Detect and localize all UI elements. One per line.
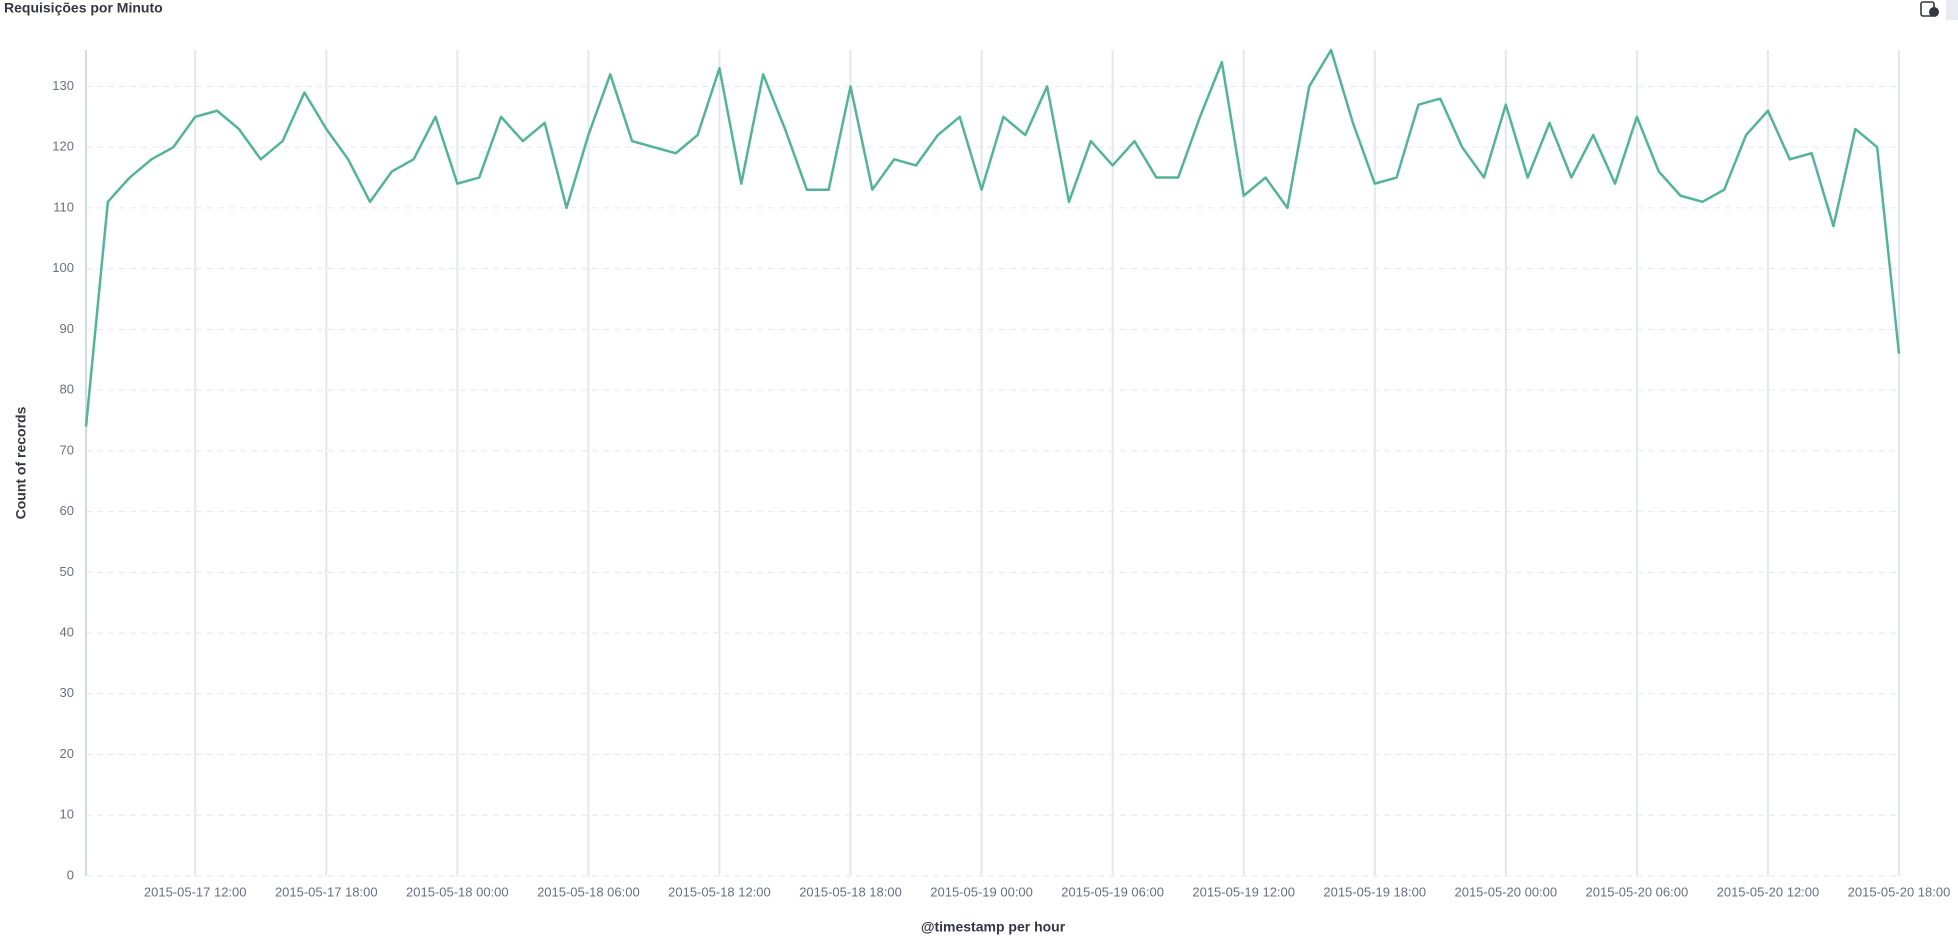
chart-title: Requisições por Minuto <box>4 0 163 16</box>
x-tick-label: 2015-05-20 18:00 <box>1848 884 1951 899</box>
y-tick-label: 40 <box>60 624 74 639</box>
y-tick-label: 70 <box>60 442 74 457</box>
y-tick-label: 80 <box>60 382 74 397</box>
y-tick-label: 60 <box>60 503 74 518</box>
x-tick-label: 2015-05-20 00:00 <box>1454 884 1557 899</box>
y-tick-label: 10 <box>60 807 74 822</box>
x-tick-label: 2015-05-20 06:00 <box>1586 884 1689 899</box>
toolbar-button[interactable] <box>1946 0 1958 20</box>
x-tick-label: 2015-05-19 00:00 <box>930 884 1033 899</box>
y-tick-label: 0 <box>67 867 74 882</box>
x-tick-label: 2015-05-17 12:00 <box>144 884 247 899</box>
icon-badge <box>1929 7 1939 17</box>
y-tick-label: 30 <box>60 685 74 700</box>
y-tick-label: 90 <box>60 321 74 336</box>
y-tick-label: 120 <box>52 139 74 154</box>
x-tick-label: 2015-05-20 12:00 <box>1717 884 1820 899</box>
x-tick-label: 2015-05-18 18:00 <box>799 884 902 899</box>
x-tick-label: 2015-05-17 18:00 <box>275 884 378 899</box>
y-tick-label: 110 <box>53 199 74 214</box>
y-tick-label: 20 <box>60 746 74 761</box>
y-tick-label: 130 <box>52 78 74 93</box>
x-tick-label: 2015-05-19 06:00 <box>1061 884 1164 899</box>
y-tick-label: 100 <box>52 260 74 275</box>
x-tick-label: 2015-05-18 06:00 <box>537 884 640 899</box>
series-line <box>84 48 1901 427</box>
x-tick-label: 2015-05-19 12:00 <box>1192 884 1295 899</box>
x-axis-title: @timestamp per hour <box>921 919 1066 935</box>
y-axis-title: Count of records <box>13 406 29 519</box>
x-tick-label: 2015-05-18 12:00 <box>668 884 771 899</box>
toolbar-icon[interactable] <box>1920 1 1939 17</box>
x-tick-label: 2015-05-18 00:00 <box>406 884 509 899</box>
y-tick-label: 50 <box>60 564 74 579</box>
x-tick-label: 2015-05-19 18:00 <box>1323 884 1426 899</box>
